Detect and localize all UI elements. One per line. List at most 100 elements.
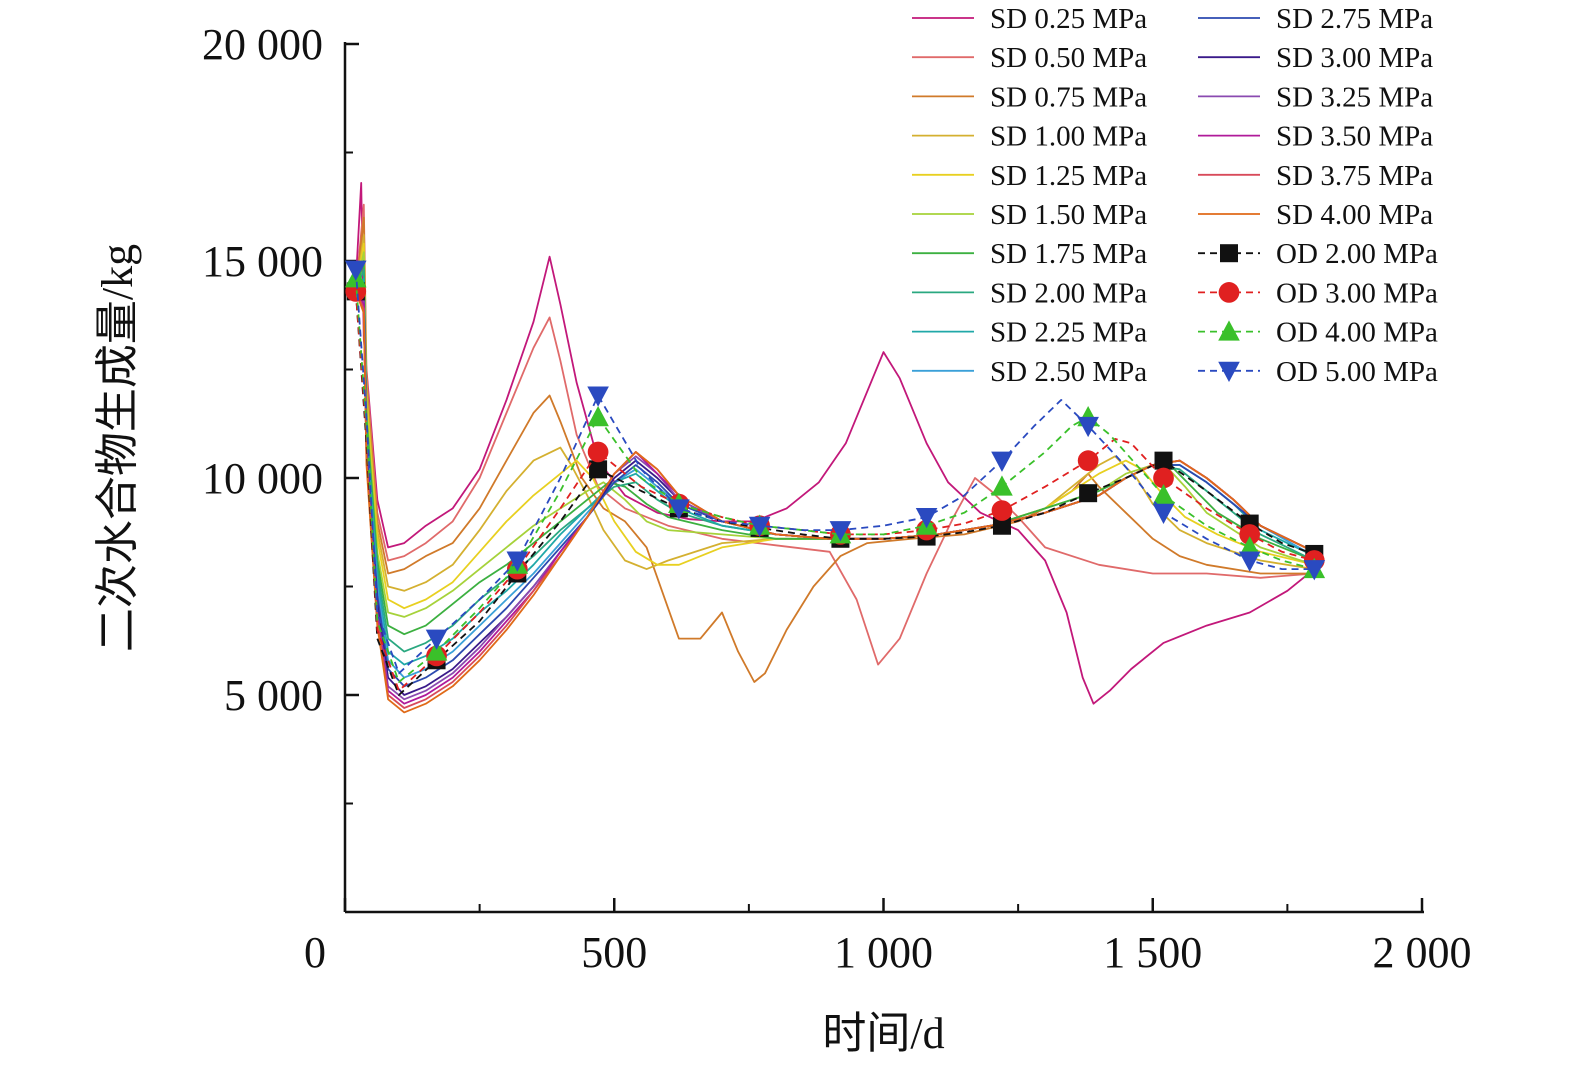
legend-marker — [1218, 320, 1240, 341]
legend-item: SD 2.75 MPa — [1198, 3, 1433, 35]
data-point — [1153, 467, 1174, 489]
legend-item: SD 1.50 MPa — [912, 199, 1147, 231]
legend-label: OD 3.00 MPa — [1276, 277, 1438, 309]
legend-item: SD 2.00 MPa — [912, 277, 1147, 309]
data-point — [991, 475, 1013, 496]
legend-label: OD 4.00 MPa — [1276, 317, 1438, 349]
legend-item: OD 4.00 MPa — [1198, 317, 1438, 349]
y-tick-label: 15 000 — [202, 237, 323, 286]
legend-label: OD 5.00 MPa — [1276, 356, 1438, 388]
x-tick-label: 1 500 — [1103, 928, 1202, 977]
data-point — [589, 460, 608, 479]
x-tick-label: 0 — [304, 928, 326, 977]
series-sd-2-75-mpa — [355, 290, 1315, 688]
y-tick-label: 5 000 — [224, 671, 323, 720]
legend-item: SD 3.00 MPa — [1198, 42, 1433, 74]
data-point — [1239, 524, 1261, 545]
legend-item: SD 1.75 MPa — [912, 238, 1147, 270]
legend-item: SD 2.25 MPa — [912, 317, 1147, 349]
series-sd-0-25-mpa — [354, 181, 1315, 705]
data-point — [668, 499, 690, 520]
data-point — [344, 260, 367, 281]
y-tick-label: 10 000 — [202, 454, 323, 503]
data-point — [1079, 484, 1098, 503]
legend-item: OD 5.00 MPa — [1198, 356, 1438, 388]
series-od-5-00-mpa — [344, 260, 1326, 675]
series-layer — [344, 181, 1326, 714]
series-line — [354, 242, 1315, 610]
legend-item: SD 3.50 MPa — [1198, 121, 1433, 153]
series-line — [354, 291, 1315, 692]
legend-item: SD 1.25 MPa — [912, 160, 1147, 192]
legend-label: SD 4.00 MPa — [1276, 199, 1433, 231]
legend-label: SD 0.25 MPa — [990, 3, 1147, 35]
x-tick-label: 1 000 — [834, 928, 933, 977]
y-axis-title: 二次水合物生成量/kg — [93, 244, 142, 652]
legend-marker — [1218, 282, 1240, 303]
data-point — [1303, 560, 1326, 581]
data-point — [992, 516, 1011, 535]
legend-label: SD 1.25 MPa — [990, 160, 1147, 192]
data-point — [915, 508, 938, 529]
legend-item: OD 3.00 MPa — [1198, 277, 1438, 309]
series-sd-0-75-mpa — [354, 216, 1315, 683]
legend-label: SD 3.25 MPa — [1276, 81, 1433, 113]
series-line — [355, 290, 1315, 688]
series-sd-1-25-mpa — [354, 242, 1315, 610]
legend-marker — [1220, 244, 1238, 263]
series-line — [354, 181, 1315, 705]
data-point — [506, 551, 529, 572]
x-axis-title: 时间/d — [822, 1009, 944, 1058]
data-point — [425, 640, 448, 661]
series-od-4-00-mpa — [344, 267, 1326, 683]
x-tick-label: 500 — [581, 928, 647, 977]
legend-item: SD 2.50 MPa — [912, 356, 1147, 388]
series-line — [354, 278, 1315, 683]
data-point — [587, 386, 609, 407]
data-point — [1154, 451, 1173, 470]
data-point — [1238, 536, 1261, 557]
legend-label: SD 1.50 MPa — [990, 199, 1147, 231]
data-point — [991, 451, 1013, 472]
data-point — [1152, 484, 1175, 505]
data-point — [587, 405, 609, 427]
series-line — [354, 291, 1315, 696]
legend-label: SD 0.50 MPa — [990, 42, 1147, 74]
data-point — [829, 521, 852, 542]
data-point — [748, 516, 771, 537]
series-line — [354, 269, 1315, 675]
legend-marker — [1218, 361, 1240, 383]
legend-item: SD 0.25 MPa — [912, 3, 1147, 35]
x-tick-label: 2 000 — [1373, 928, 1472, 977]
legend-item: SD 3.25 MPa — [1198, 81, 1433, 113]
data-point — [425, 629, 448, 650]
legend-item: SD 4.00 MPa — [1198, 199, 1433, 231]
legend-label: SD 3.00 MPa — [1276, 42, 1433, 74]
legend-item: SD 0.75 MPa — [912, 81, 1147, 113]
data-point — [991, 500, 1013, 521]
legend-label: SD 2.75 MPa — [1276, 3, 1433, 35]
legend-label: OD 2.00 MPa — [1276, 238, 1438, 270]
data-point — [1238, 551, 1261, 572]
legend-label: SD 2.25 MPa — [990, 317, 1147, 349]
series-line — [354, 216, 1315, 683]
legend-item: SD 1.00 MPa — [912, 121, 1147, 153]
data-point — [1077, 450, 1099, 471]
legend-label: SD 3.75 MPa — [1276, 160, 1433, 192]
y-tick-label: 20 000 — [202, 20, 323, 69]
data-point — [1152, 503, 1175, 524]
legend-item: SD 0.50 MPa — [912, 42, 1147, 74]
legend-item: OD 2.00 MPa — [1198, 238, 1438, 270]
legend-label: SD 2.00 MPa — [990, 277, 1147, 309]
legend-label: SD 3.50 MPa — [1276, 121, 1433, 153]
legend: SD 0.25 MPa SD 0.50 MPa SD 0.75 MPa SD 1.00… — [912, 3, 1438, 388]
legend-label: SD 0.75 MPa — [990, 81, 1147, 113]
data-point — [587, 441, 609, 463]
legend-label: SD 1.00 MPa — [990, 121, 1147, 153]
legend-label: SD 1.75 MPa — [990, 238, 1147, 270]
data-point — [1077, 416, 1099, 438]
axes: 0 500 1 000 1 500 2 000 5 000 10 000 15 000 20 0… — [202, 20, 1472, 977]
legend-item: SD 3.75 MPa — [1198, 160, 1433, 192]
legend-label: SD 2.50 MPa — [990, 356, 1147, 388]
